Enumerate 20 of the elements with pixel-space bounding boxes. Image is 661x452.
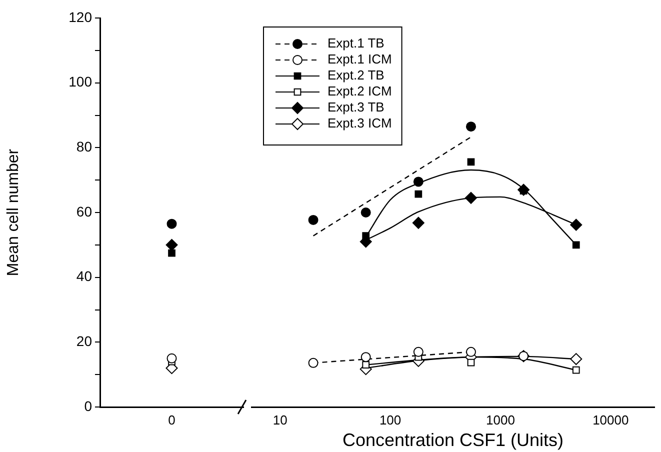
legend-label: Expt.2 TB [328,68,384,83]
y-tick-label: 20 [76,333,92,350]
x-tick-label: 0 [168,412,176,428]
y-axis-title: Mean cell number [5,148,22,276]
y-tick-label: 0 [84,398,92,414]
x-tick-label: 1000 [486,412,515,428]
x-tick-label: 10 [272,412,288,428]
y-tick-label: 40 [76,268,92,284]
y-tick-label: 80 [76,138,92,155]
legend-label: Expt.2 ICM [328,84,392,99]
x-tick-label: 10000 [592,412,629,428]
x-axis-title: Concentration CSF1 (Units) [342,430,564,450]
legend-label: Expt.3 TB [328,100,384,115]
y-tick-label: 120 [68,8,92,25]
y-tick-label: 60 [76,203,92,220]
x-tick-label: 100 [379,412,402,428]
legend-label: Expt.1 ICM [328,52,392,67]
y-tick-label: 100 [68,74,92,90]
legend-label: Expt.1 TB [328,36,384,51]
legend-label: Expt.3 ICM [328,116,392,131]
